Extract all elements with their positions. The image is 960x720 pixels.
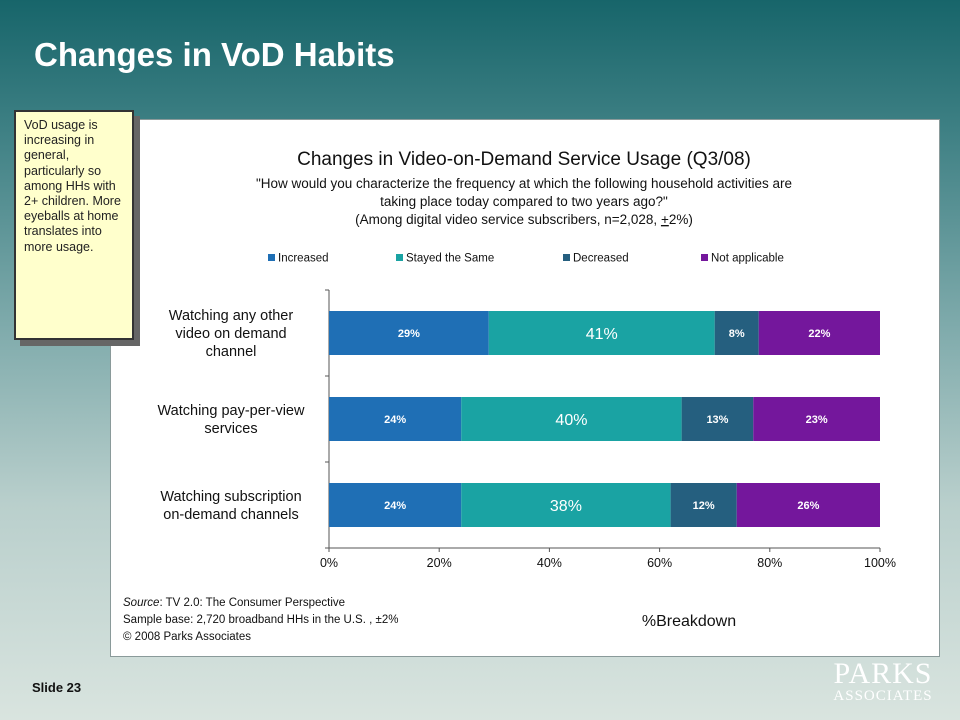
- logo-top-text: PARKS: [833, 657, 933, 690]
- legend-label: Stayed the Same: [406, 253, 494, 265]
- legend-label: Increased: [278, 253, 329, 265]
- legend-label: Not applicable: [711, 253, 784, 265]
- category-label: Watching subscription: [160, 489, 301, 505]
- sample-base-line: Sample base: 2,720 broadband HHs in the …: [123, 614, 398, 626]
- x-tick-label: 60%: [647, 556, 672, 570]
- bar-segment: [714, 311, 759, 355]
- chart-subtitle-note: (Among digital video service subscribers…: [355, 212, 693, 227]
- category-label: Watching pay-per-view: [158, 403, 305, 419]
- bar-segment: [461, 483, 671, 527]
- bar-data-label: 38%: [550, 498, 582, 515]
- chart-subtitle-line: "How would you characterize the frequenc…: [256, 176, 792, 191]
- bar-data-label: 8%: [729, 328, 745, 340]
- bar-segment: [329, 483, 462, 527]
- bar-data-label: 24%: [384, 500, 406, 512]
- bar-data-label: 29%: [398, 328, 420, 340]
- bar-segment: [329, 397, 462, 441]
- bar-data-label: 23%: [806, 414, 828, 426]
- parks-associates-logo: PARKS ASSOCIATES: [828, 657, 938, 710]
- bar-data-label: 24%: [384, 414, 406, 426]
- bar-segment: [329, 311, 489, 355]
- source-line: Source: TV 2.0: The Consumer Perspective: [123, 597, 345, 609]
- bar-data-label: 40%: [555, 412, 587, 429]
- logo-bottom-text: ASSOCIATES: [833, 688, 933, 704]
- callout-note: VoD usage is increasing in general, part…: [14, 110, 134, 340]
- copyright-line: © 2008 Parks Associates: [123, 631, 251, 643]
- category-label: on-demand channels: [163, 507, 298, 523]
- bar-data-label: 22%: [808, 328, 830, 340]
- x-axis-title: %Breakdown: [642, 613, 736, 630]
- x-tick-label: 0%: [320, 556, 338, 570]
- x-tick-label: 80%: [757, 556, 782, 570]
- chart-title: Changes in Video-on-Demand Service Usage…: [297, 149, 751, 170]
- legend-swatch: [701, 254, 708, 261]
- category-label: Watching any other: [169, 308, 294, 324]
- category-label: video on demand: [175, 326, 286, 342]
- bar-data-label: 41%: [586, 326, 618, 343]
- x-tick-label: 40%: [537, 556, 562, 570]
- bar-data-label: 26%: [797, 500, 819, 512]
- category-label: channel: [206, 344, 257, 360]
- bar-data-label: 13%: [706, 414, 728, 426]
- category-label: services: [204, 421, 257, 437]
- bar-segment: [758, 311, 880, 355]
- legend-swatch: [563, 254, 570, 261]
- bar-segment: [488, 311, 715, 355]
- chart-subtitle-line: taking place today compared to two years…: [380, 194, 668, 209]
- x-tick-label: 100%: [864, 556, 896, 570]
- legend-swatch: [268, 254, 275, 261]
- bar-segment: [670, 483, 737, 527]
- bar-segment: [461, 397, 682, 441]
- stacked-bar-chart: Changes in Video-on-Demand Service Usage…: [123, 149, 896, 643]
- legend-label: Decreased: [573, 253, 629, 265]
- slide-number: Slide 23: [32, 680, 82, 695]
- legend-swatch: [396, 254, 403, 261]
- x-tick-label: 20%: [427, 556, 452, 570]
- bar-segment: [736, 483, 880, 527]
- slide-title: Changes in VoD Habits: [34, 36, 395, 73]
- bar-segment: [753, 397, 880, 441]
- bar-data-label: 12%: [693, 500, 715, 512]
- chart-panel: Changes in Video-on-Demand Service Usage…: [110, 119, 940, 657]
- bar-segment: [681, 397, 754, 441]
